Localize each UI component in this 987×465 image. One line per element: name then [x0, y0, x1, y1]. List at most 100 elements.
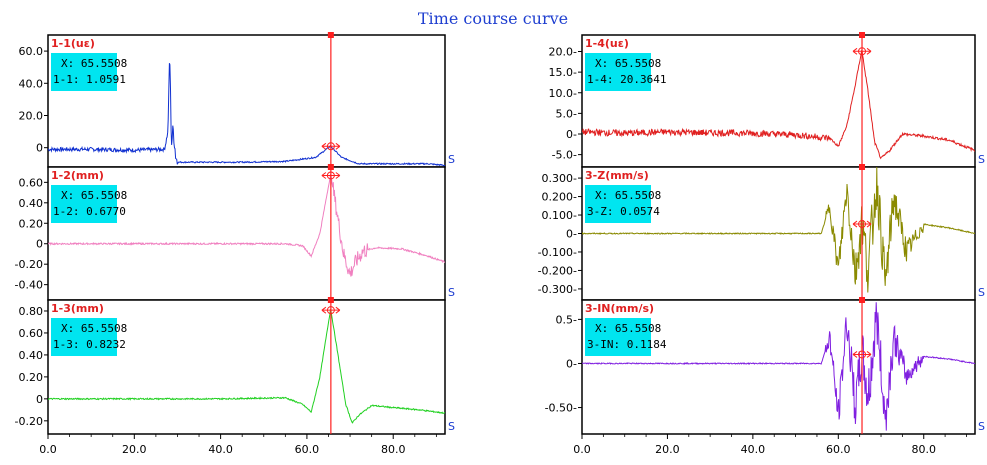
- y-tick-label: 0: [36, 393, 43, 406]
- series-line: [48, 173, 445, 277]
- cursor-handle[interactable]: [327, 164, 334, 170]
- x-tick-label: 60.0: [295, 443, 320, 456]
- cursor-value-readout: 3-IN: 0.1184: [587, 338, 667, 351]
- series-name: 1-3(mm): [51, 302, 104, 315]
- x-tick-label: 20.0: [122, 443, 147, 456]
- cursor-readout-box: [51, 185, 117, 223]
- panel-2: 0.60 0.40 0.20 0 -0.20 -0.40 1-2(mm) X: 65.5508…: [15, 164, 455, 301]
- y-tick-label: 0.300-: [542, 172, 577, 185]
- x-axis-1: 0.0 20.0 40.0 60.0 80.0: [39, 434, 437, 456]
- cursor-readout-box: [585, 318, 651, 356]
- series-line: [582, 49, 975, 160]
- cursor-value-readout: 1-3: 0.8232: [53, 338, 126, 351]
- y-tick-label: 0.40: [19, 349, 44, 362]
- cursor-x-readout: X: 65.5508: [61, 57, 127, 70]
- series-line: [582, 302, 975, 431]
- series-name: 1-1(uε): [51, 37, 95, 50]
- cursor-arrow: [852, 220, 872, 228]
- y-tick-label: 0.20: [19, 371, 44, 384]
- series-name: 3-Z(mm/s): [585, 169, 649, 182]
- panel-6: 0.5- 0- -0.50- 3-IN(mm/s) X: 65.5508 3-IN: 0.…: [545, 297, 985, 435]
- cursor-handle[interactable]: [327, 32, 334, 38]
- y-tick-label: -0.100-: [538, 246, 577, 259]
- y-tick-label: 0.5-: [556, 313, 577, 326]
- cursor-x-readout: X: 65.5508: [61, 322, 127, 335]
- cursor-x-readout: X: 65.5508: [61, 189, 127, 202]
- series-line: [582, 167, 975, 293]
- cursor-readout-box: [585, 185, 651, 223]
- x-unit-label: S: [978, 420, 985, 433]
- y-tick-label: -0.300-: [538, 283, 577, 296]
- panel-1: 60.0 40.0 20.0 0 1-1(uε) X: 65.5508 1-1: 1.059…: [19, 32, 455, 168]
- y-tick-label: -0.20: [15, 258, 43, 271]
- y-tick-label: 0: [36, 238, 43, 251]
- x-tick-label: 40.0: [208, 443, 233, 456]
- series-name: 1-2(mm): [51, 169, 104, 182]
- cursor-arrow: [321, 172, 341, 179]
- cursor-x-readout: X: 65.5508: [595, 57, 661, 70]
- cursor-arrow: [321, 142, 341, 150]
- x-tick-label: 80.0: [911, 443, 936, 456]
- y-tick-label: 20.0-: [549, 46, 577, 59]
- y-tick-label: 0.20: [19, 217, 44, 230]
- cursor-value-readout: 1-4: 20.3641: [587, 73, 666, 86]
- y-tick-label: 0.60: [19, 327, 44, 340]
- cursor-arrow: [852, 351, 872, 358]
- y-tick-label: -5.0-: [552, 149, 577, 162]
- y-tick-label: 20.0: [19, 109, 44, 122]
- cursor-readout-box: [51, 53, 117, 91]
- cursor-handle[interactable]: [859, 297, 866, 303]
- y-tick-label: -0.40: [15, 279, 43, 292]
- x-axis-2: 0.0 20.0 40.0 60.0 80.0: [573, 434, 967, 456]
- x-tick-label: 60.0: [826, 443, 851, 456]
- x-tick-label: 20.0: [655, 443, 680, 456]
- chart-title: Time course curve: [418, 9, 568, 28]
- y-tick-label: 0.200-: [542, 191, 577, 204]
- x-unit-label: S: [448, 153, 455, 166]
- cursor-handle[interactable]: [327, 297, 334, 303]
- plot-area: 60.0 40.0 20.0 0 1-1(uε) X: 65.5508 1-1: 1.059…: [15, 32, 985, 456]
- cursor-x-readout: X: 65.5508: [595, 189, 661, 202]
- x-tick-label: 80.0: [381, 443, 406, 456]
- series-line: [48, 63, 445, 167]
- y-tick-label: 0-: [566, 228, 577, 241]
- cursor-arrow: [321, 306, 341, 314]
- series-name: 1-4(uε): [585, 37, 629, 50]
- cursor-handle[interactable]: [859, 164, 866, 170]
- x-unit-label: S: [978, 286, 985, 299]
- y-tick-label: 40.0: [19, 77, 44, 90]
- cursor-readout-box: [585, 53, 651, 91]
- cursor-value-readout: 1-2: 0.6770: [53, 205, 126, 218]
- cursor-readout-box: [51, 318, 117, 356]
- series-line: [48, 308, 445, 424]
- y-tick-label: 0.80: [19, 305, 44, 318]
- y-tick-label: 0: [36, 142, 43, 155]
- x-tick-label: 40.0: [741, 443, 766, 456]
- cursor-x-readout: X: 65.5508: [595, 322, 661, 335]
- y-tick-label: 0-: [566, 128, 577, 141]
- y-tick-label: 60.0: [19, 45, 44, 58]
- y-tick-label: 0.60: [19, 176, 44, 189]
- panel-3: 0.80 0.60 0.40 0.20 0 -0.20 1-3(mm) X: 65.5508 1…: [15, 297, 455, 435]
- y-tick-label: -0.200-: [538, 264, 577, 277]
- cursor-value-readout: 1-1: 1.0591: [53, 73, 126, 86]
- y-tick-label: -0.50-: [545, 402, 577, 415]
- cursor-handle[interactable]: [859, 32, 866, 38]
- x-unit-label: S: [448, 286, 455, 299]
- x-unit-label: S: [978, 153, 985, 166]
- x-unit-label: S: [448, 420, 455, 433]
- y-tick-label: 0.40: [19, 197, 44, 210]
- series-name: 3-IN(mm/s): [585, 302, 654, 315]
- panel-5: 0.300- 0.200- 0.100- 0- -0.100- -0.200- -0.300…: [538, 164, 985, 301]
- y-tick-label: 0-: [566, 357, 577, 370]
- y-tick-label: -0.20: [15, 415, 43, 428]
- cursor-value-readout: 3-Z: 0.0574: [587, 205, 660, 218]
- panel-4: 20.0- 15.0- 10.0- 5.0- 0- -5.0- 1-4(uε) X: 65.5…: [549, 32, 985, 168]
- y-tick-label: 5.0-: [556, 107, 577, 120]
- y-tick-label: 0.100-: [542, 209, 577, 222]
- y-tick-label: 10.0-: [549, 87, 577, 100]
- x-tick-label: 0.0: [573, 443, 591, 456]
- y-tick-label: 15.0-: [549, 66, 577, 79]
- cursor-arrow: [852, 47, 872, 55]
